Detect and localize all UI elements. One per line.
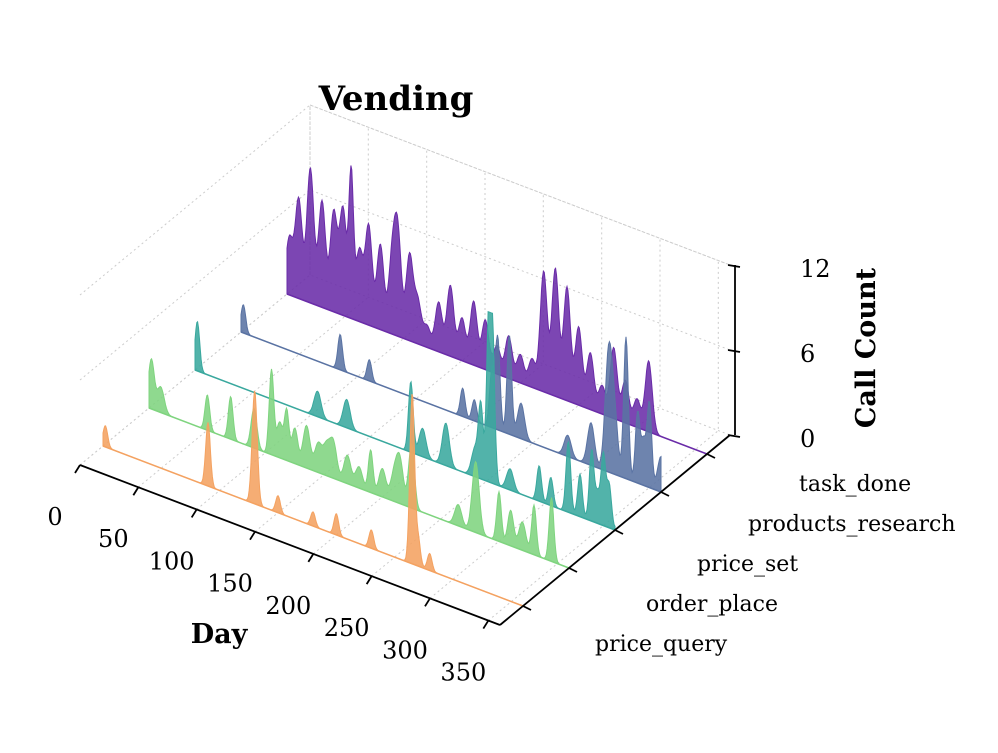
- x-tick: [132, 486, 140, 496]
- category-label: price_set: [697, 552, 798, 577]
- category-label: task_done: [799, 472, 911, 497]
- baseline-price-query: [102, 445, 524, 607]
- z-tick: [727, 264, 741, 268]
- z-axis-label: Call Count: [851, 267, 882, 428]
- x-tick-label: 150: [207, 570, 253, 598]
- grid-line: [196, 149, 428, 510]
- x-tick: [482, 620, 490, 630]
- chart-series: [102, 165, 708, 607]
- x-tick-label: 0: [47, 503, 62, 531]
- x-tick-label: 350: [440, 659, 486, 687]
- x-tick: [424, 597, 431, 607]
- x-tick-label: 50: [98, 525, 129, 553]
- grid-line: [429, 238, 661, 599]
- chart-axes: 0 50 100 150 200 250 300 350 price_query order_pl…: [47, 255, 955, 687]
- category-tick: [706, 453, 716, 459]
- grid-line: [487, 260, 719, 621]
- z-tick: [727, 349, 741, 353]
- baseline-order-place: [148, 407, 570, 569]
- category-tick: [568, 567, 578, 573]
- z-tick-label: 0: [800, 425, 815, 453]
- grid-line: [79, 104, 731, 296]
- category-tick: [522, 605, 532, 611]
- x-tick-label: 200: [265, 592, 311, 620]
- category-label: order_place: [646, 592, 778, 617]
- category-label: products_research: [748, 512, 956, 537]
- x-tick: [74, 464, 81, 474]
- grid-line: [254, 171, 486, 533]
- x-axis-label: Day: [191, 619, 249, 650]
- category-label: price_query: [595, 632, 728, 657]
- chart-grid: [79, 104, 731, 621]
- baseline-price-set: [194, 369, 616, 531]
- grid-line: [309, 104, 731, 275]
- x-tick-label: 100: [149, 547, 195, 575]
- category-tick: [660, 491, 670, 497]
- grid-line: [371, 216, 603, 577]
- grid-line: [79, 105, 311, 466]
- chart-title: Vending: [318, 79, 474, 119]
- z-tick-label: 12: [800, 255, 831, 283]
- z-tick-label: 6: [800, 340, 815, 368]
- x-tick-label: 300: [382, 636, 428, 664]
- grid-line: [79, 189, 731, 381]
- z-tick: [727, 434, 741, 438]
- grid-line: [137, 127, 369, 488]
- grid-line: [312, 193, 544, 555]
- x-tick: [249, 531, 256, 541]
- x-tick: [365, 575, 373, 585]
- category-tick: [614, 529, 624, 535]
- x-tick: [307, 553, 315, 563]
- x-tick-label: 250: [324, 614, 370, 642]
- x-tick: [190, 508, 198, 518]
